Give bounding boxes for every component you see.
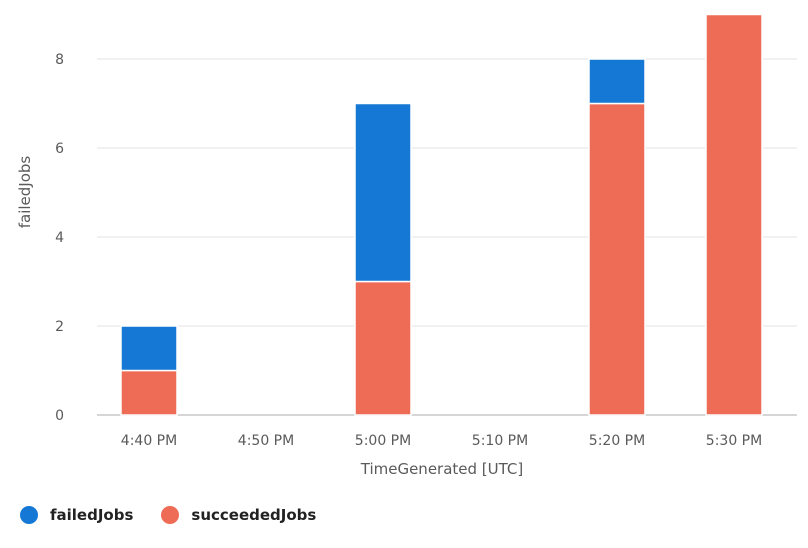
y-tick-label: 4 [55, 230, 64, 246]
bar-failedJobs-4[interactable] [588, 58, 646, 105]
stacked-bar-chart: 0 2 4 6 8 4:40 PM 4:50 PM 5:00 PM 5:10 PM 5:20 P… [16, 13, 797, 478]
x-tick-label: 5:30 PM [706, 433, 762, 449]
y-tick-label: 6 [55, 141, 64, 157]
x-tick-label: 5:00 PM [355, 433, 411, 449]
x-tick-label: 4:50 PM [238, 433, 294, 449]
y-axis-title: failedJobs [16, 156, 34, 229]
x-axis-ticks: 4:40 PM 4:50 PM 5:00 PM 5:10 PM 5:20 PM 5:30 … [121, 433, 762, 449]
y-tick-label: 8 [55, 52, 64, 68]
bar-failedJobs-2[interactable] [354, 102, 412, 283]
legend-label-succeeded-jobs: succeededJobs [191, 506, 317, 524]
x-tick-label: 4:40 PM [121, 433, 177, 449]
legend-label-failed-jobs: failedJobs [50, 506, 134, 524]
bar-succeededJobs-4[interactable] [588, 102, 646, 416]
bar-failedJobs-0[interactable] [120, 325, 178, 372]
grid-lines [97, 58, 797, 416]
x-axis-title: TimeGenerated [UTC] [360, 460, 524, 478]
x-tick-label: 5:20 PM [589, 433, 645, 449]
legend-item-failed-jobs[interactable]: failedJobs [20, 506, 133, 524]
bars [120, 13, 763, 416]
bar-succeededJobs-2[interactable] [354, 280, 412, 416]
failed-jobs-swatch-icon [20, 506, 38, 524]
y-tick-label: 0 [55, 408, 64, 424]
legend-item-succeeded-jobs[interactable]: succeededJobs [161, 506, 316, 524]
y-tick-label: 2 [55, 319, 64, 335]
bar-succeededJobs-5[interactable] [705, 13, 763, 416]
bar-succeededJobs-0[interactable] [120, 369, 178, 416]
y-axis-ticks: 0 2 4 6 8 [55, 52, 64, 424]
x-tick-label: 5:10 PM [472, 433, 528, 449]
legend: failedJobs succeededJobs [0, 506, 344, 524]
succeeded-jobs-swatch-icon [161, 506, 180, 524]
